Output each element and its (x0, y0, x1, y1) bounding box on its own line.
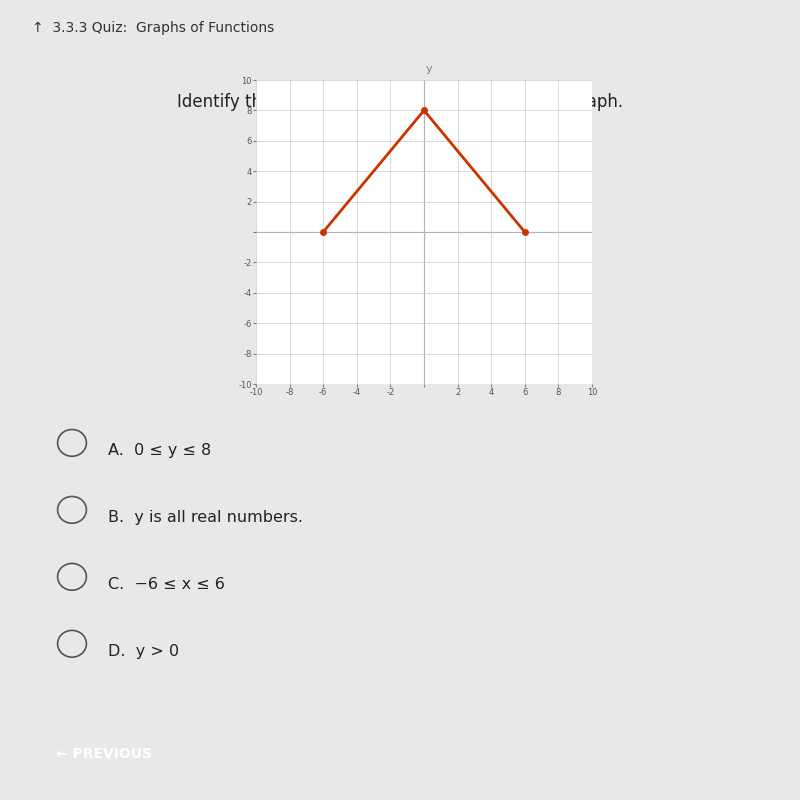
Text: ↑  3.3.3 Quiz:  Graphs of Functions: ↑ 3.3.3 Quiz: Graphs of Functions (32, 21, 274, 35)
Text: A.  0 ≤ y ≤ 8: A. 0 ≤ y ≤ 8 (108, 443, 211, 458)
Text: D.  y > 0: D. y > 0 (108, 644, 179, 658)
Text: C.  −6 ≤ x ≤ 6: C. −6 ≤ x ≤ 6 (108, 577, 225, 592)
Text: ← PREVIOUS: ← PREVIOUS (56, 747, 152, 761)
Text: Identify the range of the function shown in the graph.: Identify the range of the function shown… (177, 94, 623, 111)
Text: y: y (426, 64, 432, 74)
Text: B.  y is all real numbers.: B. y is all real numbers. (108, 510, 303, 525)
